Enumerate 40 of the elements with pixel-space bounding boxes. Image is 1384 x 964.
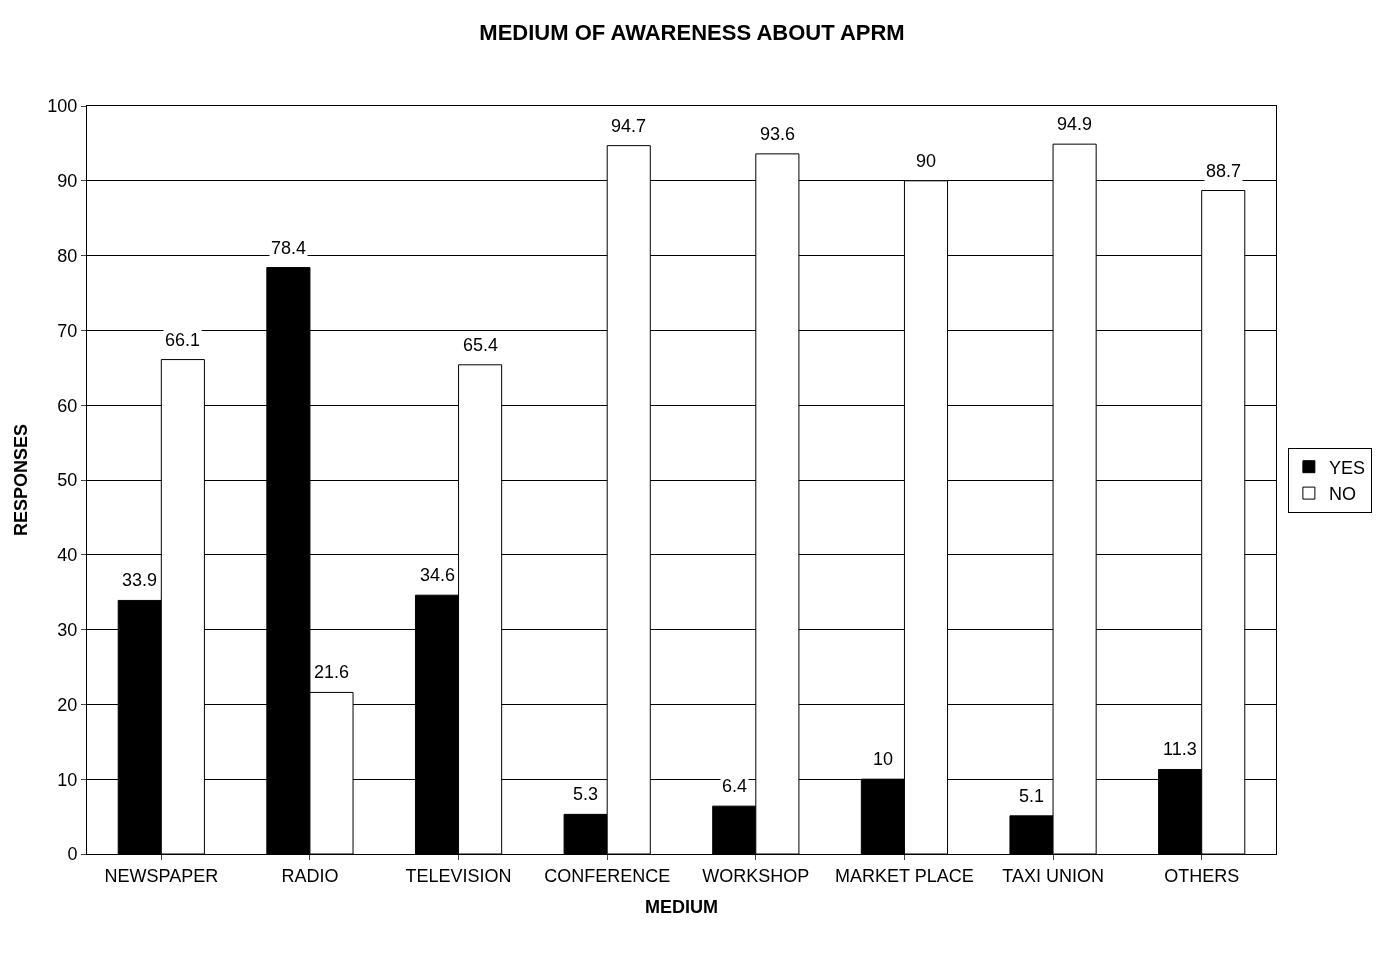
- data-label: 93.6: [760, 124, 796, 144]
- data-label: 11.3: [1163, 739, 1197, 759]
- data-label: 10: [873, 749, 894, 769]
- x-tick-label: WORKSHOP: [702, 865, 810, 886]
- y-tick-label: 100: [47, 96, 78, 117]
- legend-label: YES: [1328, 457, 1365, 478]
- x-tick-label: OTHERS: [1164, 865, 1240, 886]
- x-tick-label: CONFERENCE: [544, 865, 671, 886]
- data-label: 65.4: [463, 335, 499, 355]
- data-label: 5.3: [573, 784, 599, 804]
- x-tick-label: TAXI UNION: [1002, 865, 1104, 886]
- y-tick-label: 30: [57, 619, 78, 640]
- y-tick-label: 0: [67, 844, 78, 865]
- y-tick-label: 10: [57, 769, 78, 790]
- data-label: 6.4: [722, 776, 748, 796]
- y-tick-label: 50: [57, 470, 78, 491]
- chart-title: MEDIUM OF AWARENESS ABOUT APRM: [479, 19, 905, 45]
- data-label: 21.6: [314, 662, 350, 682]
- legend-label: NO: [1328, 484, 1356, 505]
- y-tick-label: 40: [57, 545, 78, 566]
- x-axis-title: MEDIUM: [645, 896, 718, 917]
- y-tick-label: 20: [57, 694, 78, 715]
- data-label: 94.7: [611, 116, 647, 136]
- data-label: 78.4: [271, 238, 307, 258]
- x-tick-label: NEWSPAPER: [104, 865, 219, 886]
- y-axis-title: RESPONSES: [10, 423, 31, 537]
- x-tick-label: TELEVISION: [405, 865, 512, 886]
- data-label: 88.7: [1206, 161, 1242, 181]
- y-tick-label: 90: [57, 171, 78, 192]
- data-label: 90: [916, 151, 937, 171]
- data-label: 34.6: [420, 565, 456, 585]
- y-tick-label: 80: [57, 245, 78, 266]
- data-label: 33.9: [122, 570, 158, 590]
- data-label: 5.1: [1019, 786, 1045, 806]
- y-tick-label: 70: [57, 320, 78, 341]
- x-tick-label: RADIO: [281, 865, 339, 886]
- data-label: 66.1: [165, 330, 201, 350]
- x-tick-label: MARKET PLACE: [835, 865, 974, 886]
- y-tick-label: 60: [57, 395, 78, 416]
- data-label: 94.9: [1057, 114, 1093, 134]
